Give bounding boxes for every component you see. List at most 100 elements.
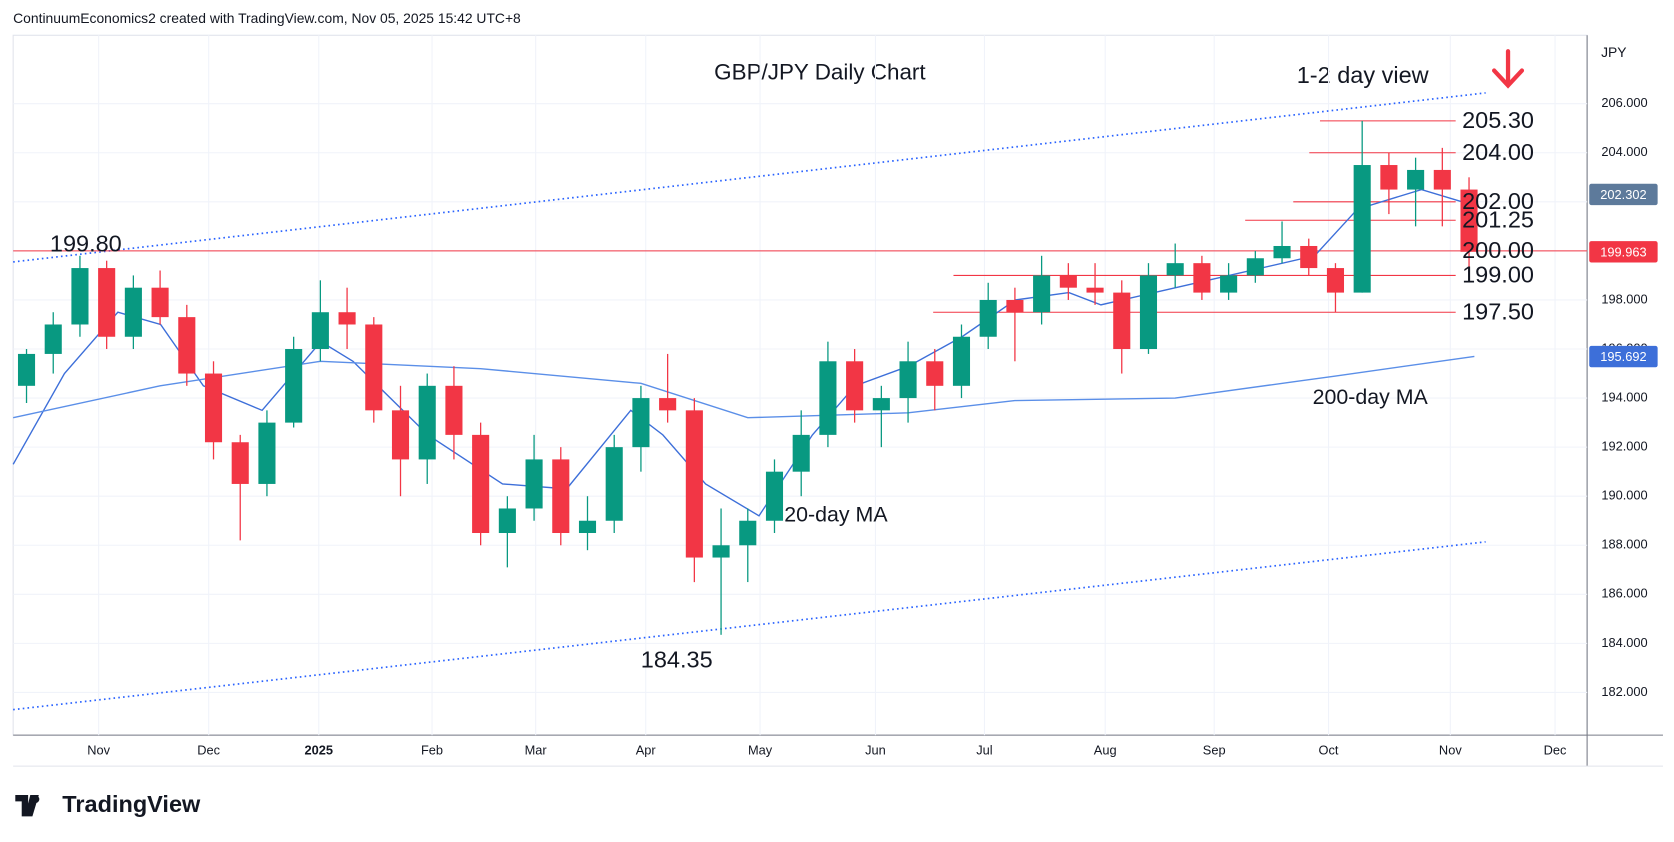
logo: TradingView [15, 791, 201, 817]
level-label: 200.00 [1462, 237, 1534, 263]
x-tick-label: Aug [1094, 743, 1117, 758]
candle-body [1139, 275, 1158, 350]
x-tick-label: Mar [525, 743, 548, 758]
x-tick-label: May [748, 743, 773, 758]
moving-average [12, 188, 1463, 517]
candle-body [792, 434, 810, 472]
annotation: 184.35 [641, 647, 713, 673]
candle-body [498, 508, 516, 534]
price-tag-label: 202.302 [1600, 187, 1646, 202]
y-tick-label: 182.000 [1601, 684, 1647, 699]
candle-body [285, 349, 303, 423]
price-tag [1589, 241, 1658, 263]
x-tick-label: Dec [197, 743, 220, 758]
price-tag-label: 199.963 [1600, 244, 1646, 259]
chart-title: GBP/JPY Daily Chart [714, 60, 926, 85]
candle-body [1326, 268, 1345, 293]
channel-line [13, 92, 1486, 263]
candle-body [1273, 245, 1291, 259]
candle-body [391, 410, 410, 460]
candle-body [151, 287, 169, 318]
candle-body [846, 361, 864, 411]
plot-area [12, 35, 1588, 736]
y-tick-label: 190.000 [1601, 488, 1647, 503]
candle-body [952, 336, 971, 386]
currency-label: JPY [1601, 44, 1626, 60]
candle-body [178, 317, 196, 374]
x-tick-label: Jun [865, 743, 886, 758]
candle-body [1113, 292, 1131, 350]
candle-body [17, 353, 36, 386]
candle-body [1460, 189, 1478, 252]
x-tick-label: Sep [1203, 743, 1226, 758]
x-tick-label: Nov [87, 743, 110, 758]
candle-body [552, 459, 570, 534]
y-tick-label: 188.000 [1601, 537, 1647, 552]
candle-body [1166, 263, 1184, 276]
candle-body [338, 312, 356, 325]
y-tick-label: 204.000 [1601, 144, 1647, 159]
candle-body [1433, 169, 1451, 190]
y-tick-label: 198.000 [1601, 291, 1647, 306]
brand: TradingView [62, 791, 201, 817]
candle-body [1086, 287, 1104, 293]
level-label: 199.00 [1462, 262, 1534, 288]
candle-body [311, 312, 329, 350]
candle-body [899, 361, 917, 399]
price-tag [1589, 183, 1658, 206]
header: ContinuumEconomics2 created with Trading… [13, 10, 521, 26]
x-tick-label: Jul [976, 743, 992, 758]
x-tick-label: Oct [1319, 743, 1339, 758]
y-tick-label: 186.000 [1601, 586, 1647, 601]
annotation: 199.80 [50, 230, 122, 256]
y-tick-label: 206.000 [1601, 95, 1647, 110]
candle-body [1006, 299, 1024, 313]
candle-body [739, 520, 757, 546]
candle-body [605, 447, 623, 521]
candle-body [124, 287, 142, 337]
candle-body [926, 361, 944, 386]
candle-body [819, 361, 837, 435]
candle-body [1407, 169, 1425, 190]
x-tick-label: Dec [1544, 743, 1567, 758]
candle-body [712, 545, 730, 558]
level-label: 204.00 [1462, 139, 1534, 165]
candle-body [659, 398, 677, 411]
y-tick-label: 192.000 [1601, 439, 1647, 454]
candle-body [1033, 275, 1051, 313]
ma-label: 20-day MA [784, 503, 888, 527]
candle-body [765, 471, 784, 521]
candle-body [445, 385, 463, 435]
candle-body [98, 268, 116, 337]
level-label: 197.50 [1462, 298, 1534, 324]
candle-body [632, 398, 650, 448]
candle-body [71, 268, 89, 325]
candle-body [1353, 165, 1371, 293]
candle-body [578, 520, 597, 534]
channel-line [13, 540, 1486, 711]
y-tick-label: 184.000 [1601, 635, 1647, 650]
candle-body [1059, 275, 1077, 288]
subtitle: 1-2 day view [1297, 62, 1430, 88]
candle-body [1300, 245, 1318, 269]
candle-body [872, 398, 890, 411]
candle-body [979, 299, 997, 337]
level-label: 201.25 [1462, 207, 1534, 233]
candle-body [685, 410, 703, 558]
x-tick-label: Nov [1439, 743, 1462, 758]
candle-body [204, 373, 223, 443]
candle-body [1193, 263, 1211, 293]
ma-label: 200-day MA [1313, 385, 1429, 409]
price-tag-label: 195.692 [1600, 349, 1646, 364]
level-label: 202.00 [1462, 188, 1534, 214]
candle-body [1246, 258, 1264, 276]
y-tick-label: 194.000 [1601, 389, 1647, 404]
level-label: 205.30 [1462, 107, 1534, 133]
moving-average [13, 355, 1475, 419]
x-tick-label: 2025 [305, 743, 334, 758]
candle-body [44, 324, 62, 354]
candle-body [258, 422, 276, 484]
candle-body [525, 459, 543, 509]
